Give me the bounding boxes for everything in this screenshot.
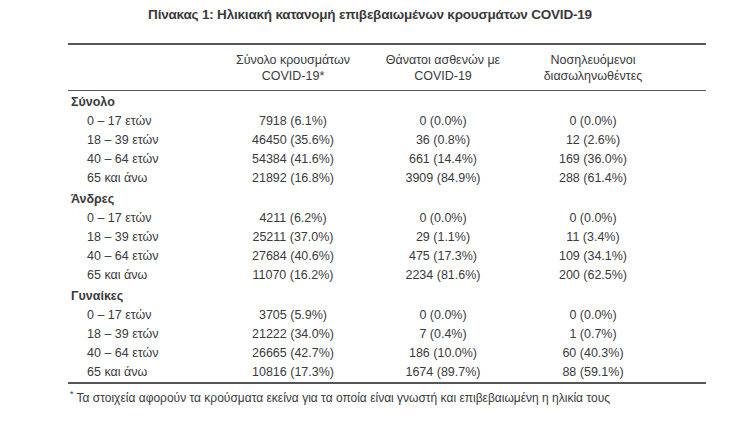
section-header-label: Γυναίκες bbox=[68, 285, 668, 307]
section-header-row: Σύνολο bbox=[68, 91, 706, 112]
deaths-value: 3909 (84.9%) bbox=[368, 169, 518, 188]
cases-value: 46450 (35.6%) bbox=[218, 131, 368, 150]
covid-age-table: Σύνολο κρουσμάτων COVID-19* Θάνατοι ασθε… bbox=[68, 43, 706, 405]
table-row: 65 και άνω10816 (17.3%)1674 (89.7%)88 (5… bbox=[68, 363, 706, 382]
table-row: 40 – 64 ετών54384 (41.6%)661 (14.4%)169 … bbox=[68, 150, 706, 169]
age-group-label: 40 – 64 ετών bbox=[68, 150, 218, 169]
age-group-label: 18 – 39 ετών bbox=[68, 228, 218, 247]
table-row: 0 – 17 ετών7918 (6.1%)0 (0.0%)0 (0.0%) bbox=[68, 112, 706, 131]
column-header-cases-line2: COVID-19* bbox=[218, 68, 368, 84]
table-row: 40 – 64 ετών26665 (42.7%)186 (10.0%)60 (… bbox=[68, 344, 706, 363]
section-header-row: Γυναίκες bbox=[68, 285, 706, 306]
deaths-value: 1674 (89.7%) bbox=[368, 363, 518, 382]
table-row: 18 – 39 ετών21222 (34.0%)7 (0.4%)1 (0.7%… bbox=[68, 325, 706, 344]
age-group-label: 0 – 17 ετών bbox=[68, 209, 218, 228]
intubated-value: 0 (0.0%) bbox=[518, 306, 668, 325]
age-group-label: 65 και άνω bbox=[68, 266, 218, 285]
age-group-label: 0 – 17 ετών bbox=[68, 112, 218, 131]
intubated-value: 60 (40.3%) bbox=[518, 344, 668, 363]
intubated-value: 12 (2.6%) bbox=[518, 131, 668, 150]
section-header-row: Άνδρες bbox=[68, 188, 706, 209]
deaths-value: 0 (0.0%) bbox=[368, 209, 518, 228]
section-header-label: Άνδρες bbox=[68, 188, 668, 210]
intubated-value: 1 (0.7%) bbox=[518, 325, 668, 344]
deaths-value: 475 (17.3%) bbox=[368, 247, 518, 266]
age-group-label: 40 – 64 ετών bbox=[68, 344, 218, 363]
table-row: 18 – 39 ετών25211 (37.0%)29 (1.1%)11 (3.… bbox=[68, 228, 706, 247]
deaths-value: 7 (0.4%) bbox=[368, 325, 518, 344]
column-header-cases-line1: Σύνολο κρουσμάτων bbox=[218, 52, 368, 68]
table-row: 40 – 64 ετών27684 (40.6%)475 (17.3%)109 … bbox=[68, 247, 706, 266]
cases-value: 27684 (40.6%) bbox=[218, 247, 368, 266]
age-group-label: 0 – 17 ετών bbox=[68, 306, 218, 325]
cases-value: 10816 (17.3%) bbox=[218, 363, 368, 382]
cases-value: 4211 (6.2%) bbox=[218, 209, 368, 228]
age-group-label: 65 και άνω bbox=[68, 169, 218, 188]
footnote-asterisk: * bbox=[70, 389, 74, 399]
intubated-value: 288 (61.4%) bbox=[518, 169, 668, 188]
column-header-deaths-line2: COVID-19 bbox=[368, 68, 518, 84]
deaths-value: 36 (0.8%) bbox=[368, 131, 518, 150]
section-header-label: Σύνολο bbox=[68, 91, 668, 113]
age-group-label: 18 – 39 ετών bbox=[68, 131, 218, 150]
table-body: Σύνολο0 – 17 ετών7918 (6.1%)0 (0.0%)0 (0… bbox=[68, 91, 706, 382]
table-row: 18 – 39 ετών46450 (35.6%)36 (0.8%)12 (2.… bbox=[68, 131, 706, 150]
cases-value: 54384 (41.6%) bbox=[218, 150, 368, 169]
age-group-label: 40 – 64 ετών bbox=[68, 247, 218, 266]
column-header-intubated-line2: διασωληνωθέντες bbox=[518, 68, 668, 84]
column-header-deaths-line1: Θάνατοι ασθενών με bbox=[368, 52, 518, 68]
table-row: 0 – 17 ετών4211 (6.2%)0 (0.0%)0 (0.0%) bbox=[68, 209, 706, 228]
deaths-value: 186 (10.0%) bbox=[368, 344, 518, 363]
deaths-value: 661 (14.4%) bbox=[368, 150, 518, 169]
intubated-value: 0 (0.0%) bbox=[518, 112, 668, 131]
cases-value: 21222 (34.0%) bbox=[218, 325, 368, 344]
cases-value: 26665 (42.7%) bbox=[218, 344, 368, 363]
deaths-value: 29 (1.1%) bbox=[368, 228, 518, 247]
table-footnote: *Τα στοιχεία αφορούν τα κρούσματα εκείνα… bbox=[68, 389, 706, 405]
column-header-cases: Σύνολο κρουσμάτων COVID-19* bbox=[218, 52, 368, 84]
intubated-value: 200 (62.5%) bbox=[518, 266, 668, 285]
table-header-row: Σύνολο κρουσμάτων COVID-19* Θάνατοι ασθε… bbox=[68, 45, 706, 90]
intubated-value: 11 (3.4%) bbox=[518, 228, 668, 247]
document-page: Πίνακας 1: Ηλικιακή κατανομή επιβεβαιωμέ… bbox=[0, 0, 740, 433]
table-row: 0 – 17 ετών3705 (5.9%)0 (0.0%)0 (0.0%) bbox=[68, 306, 706, 325]
column-header-intubated-line1: Νοσηλευόμενοι bbox=[518, 52, 668, 68]
age-group-label: 65 και άνω bbox=[68, 363, 218, 382]
header-empty-cell bbox=[68, 52, 218, 84]
cases-value: 25211 (37.0%) bbox=[218, 228, 368, 247]
cases-value: 11070 (16.2%) bbox=[218, 266, 368, 285]
deaths-value: 0 (0.0%) bbox=[368, 112, 518, 131]
deaths-value: 2234 (81.6%) bbox=[368, 266, 518, 285]
deaths-value: 0 (0.0%) bbox=[368, 306, 518, 325]
cases-value: 3705 (5.9%) bbox=[218, 306, 368, 325]
table-bottom-rule bbox=[68, 382, 706, 384]
intubated-value: 88 (59.1%) bbox=[518, 363, 668, 382]
cases-value: 21892 (16.8%) bbox=[218, 169, 368, 188]
intubated-value: 169 (36.0%) bbox=[518, 150, 668, 169]
column-header-intubated: Νοσηλευόμενοι διασωληνωθέντες bbox=[518, 52, 668, 84]
cases-value: 7918 (6.1%) bbox=[218, 112, 368, 131]
intubated-value: 0 (0.0%) bbox=[518, 209, 668, 228]
table-title: Πίνακας 1: Ηλικιακή κατανομή επιβεβαιωμέ… bbox=[0, 7, 740, 22]
intubated-value: 109 (34.1%) bbox=[518, 247, 668, 266]
table-row: 65 και άνω21892 (16.8%)3909 (84.9%)288 (… bbox=[68, 169, 706, 188]
column-header-deaths: Θάνατοι ασθενών με COVID-19 bbox=[368, 52, 518, 84]
table-row: 65 και άνω11070 (16.2%)2234 (81.6%)200 (… bbox=[68, 266, 706, 285]
age-group-label: 18 – 39 ετών bbox=[68, 325, 218, 344]
footnote-text: Τα στοιχεία αφορούν τα κρούσματα εκείνα … bbox=[77, 391, 610, 405]
